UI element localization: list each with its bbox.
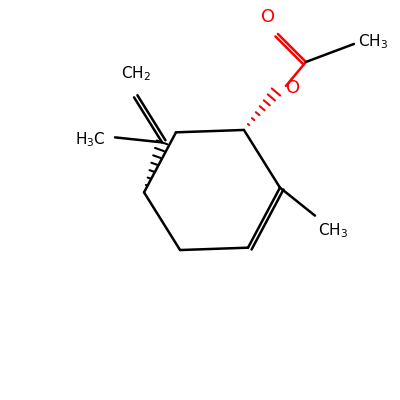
Text: CH$_3$: CH$_3$ <box>318 222 348 240</box>
Text: CH$_3$: CH$_3$ <box>358 33 388 51</box>
Text: H$_3$C: H$_3$C <box>75 130 106 149</box>
Text: O: O <box>261 8 275 26</box>
Text: O: O <box>286 79 300 97</box>
Text: CH$_2$: CH$_2$ <box>121 65 151 83</box>
